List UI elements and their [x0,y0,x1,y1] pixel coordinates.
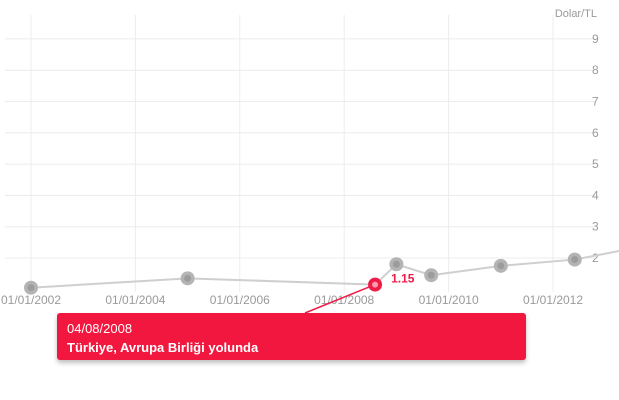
data-point[interactable] [389,257,404,272]
y-axis-ticks: 2 3 4 5 6 7 8 9 [592,32,599,265]
data-point[interactable] [180,271,195,286]
data-point[interactable] [424,268,439,283]
y-tick-label: 8 [592,63,599,77]
y-tick-label: 3 [592,220,599,234]
series-line [30,249,619,289]
highlighted-point-label: 1.15 [391,272,415,286]
series-points[interactable] [24,23,619,295]
data-point[interactable] [24,280,38,295]
x-tick-label: 01/01/2004 [105,293,165,307]
data-point-core [392,260,400,268]
data-point-core [427,271,435,279]
y-tick-label: 9 [592,32,599,46]
y-axis-unit-label: Dolar/TL [555,8,597,20]
x-tick-label: 01/01/2002 [1,293,61,307]
data-point-core [497,262,505,270]
y-tick-label: 2 [592,251,599,265]
chart-grid [5,15,595,292]
x-tick-label: 01/01/2006 [210,293,270,307]
y-tick-label: 7 [592,95,599,109]
data-point-core [27,284,35,292]
x-tick-label: 01/01/2012 [523,293,583,307]
tooltip-text: Türkiye, Avrupa Birliği yolunda [67,340,259,355]
data-point[interactable] [567,252,582,267]
y-tick-label: 5 [592,157,599,171]
event-tooltip: 04/08/2008 Türkiye, Avrupa Birliği yolun… [57,313,526,360]
data-point-core [571,256,579,264]
data-point-core [184,274,192,282]
highlight-connector [304,283,376,314]
highlighted-point-group[interactable]: 1.15 [368,272,415,292]
y-tick-label: 6 [592,126,599,140]
data-point[interactable] [493,258,508,273]
highlighted-point-core [372,281,379,288]
x-axis-ticks: 01/01/2002 01/01/2004 01/01/2006 01/01/2008… [1,293,583,307]
tooltip-date: 04/08/2008 [67,321,133,336]
x-tick-label: 01/01/2010 [419,293,479,307]
y-tick-label: 4 [592,188,599,202]
